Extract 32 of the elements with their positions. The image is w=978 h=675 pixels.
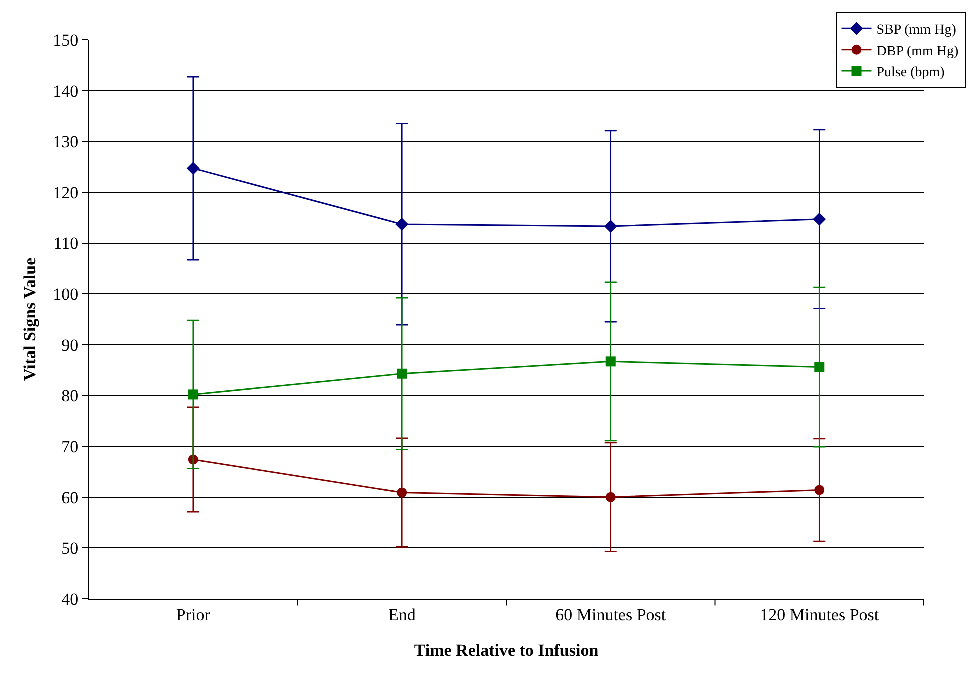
point bbox=[397, 488, 408, 498]
y-tick-label: 40 bbox=[62, 590, 79, 609]
point bbox=[606, 492, 616, 502]
y-tick-label: 120 bbox=[53, 183, 79, 202]
point bbox=[396, 218, 409, 231]
y-axis-title: Vital Signs Value bbox=[20, 257, 40, 382]
y-tick-label: 70 bbox=[62, 438, 79, 456]
x-axis-title: Time Relative to Infusion bbox=[414, 640, 600, 660]
point bbox=[814, 485, 825, 496]
y-tick-label: 110 bbox=[54, 234, 79, 254]
y-tick-label: 90 bbox=[62, 336, 79, 355]
point bbox=[606, 356, 616, 367]
legend-label: Pulse (bpm) bbox=[876, 66, 946, 81]
y-tick-label: 60 bbox=[62, 488, 79, 508]
y-tick-label: 50 bbox=[62, 539, 79, 558]
legend-label: DBP (mm Hg) bbox=[876, 44, 960, 60]
point bbox=[813, 212, 826, 226]
point bbox=[814, 362, 825, 372]
y-tick-label: 100 bbox=[53, 285, 79, 304]
y-tick-label: 150 bbox=[53, 30, 79, 50]
y-tick-label: 80 bbox=[62, 386, 79, 406]
y-tick-label: 130 bbox=[53, 132, 79, 152]
legend-label: SBP (mm Hg) bbox=[876, 23, 957, 38]
point bbox=[186, 162, 200, 176]
x-tick-label: End bbox=[388, 605, 416, 624]
point bbox=[397, 368, 408, 379]
x-tick-label: 120 Minutes Post bbox=[760, 605, 880, 624]
point bbox=[604, 220, 618, 233]
x-tick-label: Prior bbox=[176, 605, 211, 624]
point bbox=[188, 390, 198, 400]
y-tick-label: 140 bbox=[53, 82, 79, 101]
x-tick-label: 60 Minutes Post bbox=[556, 605, 666, 624]
